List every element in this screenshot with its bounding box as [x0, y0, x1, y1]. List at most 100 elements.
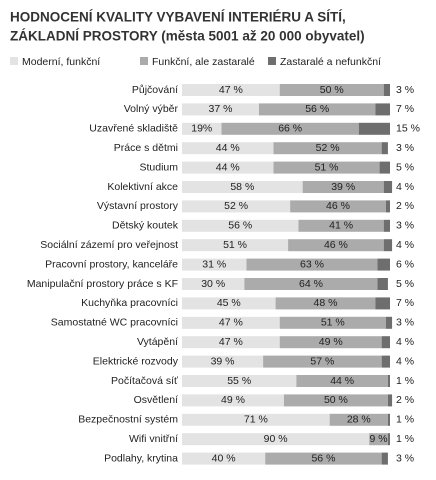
- bar-segment: [244, 278, 378, 290]
- value-label: 39 %: [331, 181, 355, 193]
- value-label: 56 %: [311, 452, 335, 464]
- value-label: 37 %: [209, 103, 233, 115]
- legend-label: Moderní, funkční: [22, 56, 100, 68]
- bar-segment: [377, 278, 388, 290]
- bar-segment: [182, 122, 222, 135]
- value-label: 30 %: [201, 278, 225, 290]
- value-label: 1 %: [396, 414, 414, 426]
- value-label: 44 %: [330, 375, 354, 387]
- bar-segment: [375, 103, 390, 116]
- value-label: 3 %: [396, 84, 414, 96]
- chart-title: HODNOCENÍ KVALITY VYBAVENÍ INTERIÉRU A S…: [10, 10, 346, 25]
- category-label: Manipulační prostory práce s KF: [27, 278, 178, 290]
- category-label: Vytápění: [137, 336, 178, 348]
- bar-segment: [288, 239, 384, 252]
- value-label: 4 %: [396, 239, 414, 251]
- bar-segment: [182, 316, 280, 329]
- bar-segment: [387, 433, 390, 446]
- value-label: 7 %: [396, 103, 414, 115]
- bar-segment: [381, 142, 388, 155]
- value-label: 2 %: [396, 200, 414, 212]
- bar-segment: [379, 161, 390, 174]
- bar-segment: [279, 84, 384, 96]
- bar-segment: [381, 452, 388, 465]
- value-label: 57 %: [310, 355, 334, 367]
- value-label: 3 %: [396, 220, 414, 232]
- category-label: Bezpečnostní systém: [78, 414, 178, 426]
- category-label: Výstavní prostory: [97, 200, 179, 212]
- value-label: 4 %: [396, 336, 414, 348]
- value-label: 19%: [191, 123, 212, 135]
- category-label: Kolektivní akce: [107, 181, 178, 193]
- value-label: 7 %: [396, 297, 414, 309]
- bar-segment: [182, 181, 303, 193]
- bar-segment: [302, 181, 384, 193]
- value-label: 56 %: [228, 220, 252, 232]
- bar-segment: [296, 375, 388, 387]
- value-label: 71 %: [244, 414, 268, 426]
- value-label: 55 %: [227, 375, 251, 387]
- value-label: 58 %: [230, 181, 254, 193]
- bar-segment: [182, 452, 266, 465]
- bar-segment: [265, 452, 382, 465]
- bar-segment: [182, 103, 259, 116]
- value-label: 52 %: [224, 200, 248, 212]
- value-label: 46 %: [326, 200, 350, 212]
- category-label: Uzavřené skladiště: [89, 123, 178, 135]
- category-label: Sociální zázemí pro veřejnost: [40, 239, 178, 251]
- bar-segment: [275, 297, 376, 310]
- value-label: 47 %: [219, 84, 243, 96]
- bar-segment: [182, 413, 330, 426]
- value-label: 5 %: [396, 161, 414, 173]
- category-label: Samostatné WC pracovníci: [51, 317, 178, 329]
- category-label: Pracovní prostory, kanceláře: [45, 258, 178, 270]
- value-label: 44 %: [216, 142, 240, 154]
- bar-segment: [273, 161, 380, 174]
- category-label: Půjčování: [132, 84, 178, 96]
- bar-segment: [387, 375, 390, 387]
- bar-segment: [182, 375, 297, 387]
- bar-segment: [182, 336, 280, 349]
- bar-segment: [279, 336, 382, 349]
- value-label: 50 %: [324, 394, 348, 406]
- bar-segment: [273, 142, 382, 155]
- value-label: 3 %: [396, 142, 414, 154]
- bar-segment: [182, 200, 291, 213]
- value-label: 46 %: [324, 239, 348, 251]
- bar-segment: [358, 122, 390, 135]
- bar-segment: [385, 316, 393, 329]
- category-label: Osvětlení: [134, 394, 178, 406]
- bar-segment: [246, 258, 378, 271]
- bar-segment: [383, 181, 393, 193]
- bar-segment: [385, 200, 390, 213]
- chart-title: ZÁKLADNÍ PROSTORY (města 5001 až 20 000 …: [10, 29, 365, 44]
- legend-label: Funkční, ale zastaralé: [152, 56, 255, 68]
- bar-segment: [182, 355, 264, 368]
- value-label: 1 %: [396, 433, 414, 445]
- value-label: 1 %: [396, 375, 414, 387]
- bar-segment: [182, 142, 274, 155]
- bar-segment: [381, 336, 390, 349]
- value-label: 31 %: [202, 258, 226, 270]
- legend-swatch: [10, 57, 18, 65]
- value-label: 50 %: [320, 84, 344, 96]
- bar-segment: [290, 200, 386, 213]
- value-label: 47 %: [219, 317, 243, 329]
- bar-segment: [383, 239, 393, 252]
- bar-segment: [298, 219, 384, 232]
- bar-segment: [182, 258, 247, 271]
- value-label: 51 %: [321, 317, 345, 329]
- value-label: 56 %: [305, 103, 329, 115]
- value-label: 64 %: [299, 278, 323, 290]
- value-label: 28 %: [347, 414, 371, 426]
- category-label: Studium: [139, 161, 178, 173]
- bar-segment: [182, 161, 274, 174]
- bar-segment: [377, 258, 390, 271]
- value-label: 49 %: [319, 336, 343, 348]
- value-label: 63 %: [300, 258, 324, 270]
- value-label: 39 %: [211, 355, 235, 367]
- bar-segment: [263, 355, 382, 368]
- bar-segment: [383, 219, 390, 232]
- bar-segment: [387, 413, 390, 426]
